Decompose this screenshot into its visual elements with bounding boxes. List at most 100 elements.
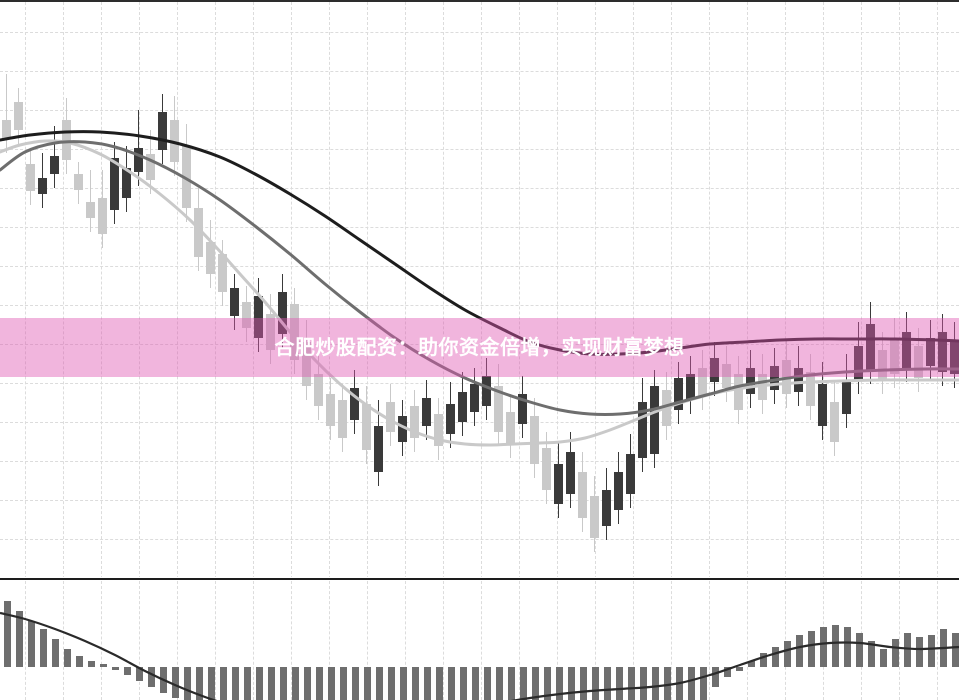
candlestick [818, 2, 827, 579]
macd-bar [316, 667, 323, 700]
candle-body [650, 386, 659, 454]
candlestick [290, 2, 299, 579]
macd-bar [28, 621, 35, 667]
candle-body [230, 288, 239, 316]
candle-body [866, 324, 875, 370]
candlestick [542, 2, 551, 579]
macd-bar [196, 667, 203, 700]
candlestick [482, 2, 491, 579]
candle-body [218, 254, 227, 292]
candle-body [302, 342, 311, 386]
macd-bar [472, 667, 479, 700]
candle-body [98, 198, 107, 234]
macd-bar [544, 667, 551, 700]
macd-bar [700, 667, 707, 700]
macd-bar [712, 667, 719, 687]
price-chart-panel[interactable] [0, 2, 959, 579]
macd-bar [292, 667, 299, 700]
candlestick [722, 2, 731, 579]
candle-body [950, 342, 959, 374]
macd-bar [856, 633, 863, 667]
candle-body [434, 414, 443, 446]
candlestick [74, 2, 83, 579]
candlestick [914, 2, 923, 579]
macd-bar [88, 661, 95, 667]
candle-body [770, 366, 779, 390]
macd-bar [220, 667, 227, 700]
macd-bar [724, 667, 731, 677]
candle-body [386, 402, 395, 432]
candle-body [542, 448, 551, 490]
macd-bar [892, 639, 899, 667]
macd-bar [748, 661, 755, 667]
candle-body [410, 406, 419, 438]
candlestick [506, 2, 515, 579]
candlestick [614, 2, 623, 579]
macd-bar [664, 667, 671, 700]
candle-body [878, 350, 887, 380]
candlestick [854, 2, 863, 579]
macd-bar [484, 667, 491, 700]
candle-body [290, 304, 299, 360]
candle-body [398, 416, 407, 442]
macd-bar [616, 667, 623, 700]
candle-body [626, 454, 635, 494]
candlestick [86, 2, 95, 579]
macd-bar [244, 667, 251, 700]
candlestick [38, 2, 47, 579]
candle-body [278, 292, 287, 334]
candle-body [314, 374, 323, 406]
candle-body [710, 358, 719, 382]
macd-bar [580, 667, 587, 700]
macd-indicator-panel[interactable] [0, 581, 959, 700]
macd-bar [364, 667, 371, 700]
candle-body [62, 120, 71, 160]
panel-divider [0, 577, 959, 581]
candle-body [266, 314, 275, 350]
macd-bar [628, 667, 635, 700]
candlestick [638, 2, 647, 579]
macd-bar [784, 641, 791, 667]
candlestick [434, 2, 443, 579]
candlestick [878, 2, 887, 579]
macd-bar [844, 627, 851, 667]
candlestick [374, 2, 383, 579]
candlestick [602, 2, 611, 579]
candle-body [854, 346, 863, 380]
macd-bar [100, 664, 107, 667]
candle-body [446, 404, 455, 434]
candlestick [902, 2, 911, 579]
candlestick [710, 2, 719, 579]
candle-body [26, 164, 35, 191]
ma-line-ma-short [0, 139, 959, 447]
macd-bar [604, 667, 611, 700]
candlestick [254, 2, 263, 579]
candle-body [506, 412, 515, 444]
macd-bar [16, 611, 23, 667]
macd-bar [760, 653, 767, 667]
candle-body [170, 120, 179, 162]
macd-bar [340, 667, 347, 700]
candlestick [938, 2, 947, 579]
candlestick [626, 2, 635, 579]
candlestick [650, 2, 659, 579]
candle-wick [90, 170, 91, 232]
macd-bar [184, 667, 191, 700]
candle-body [746, 368, 755, 394]
macd-bar [52, 639, 59, 667]
macd-bar [436, 667, 443, 700]
candlestick [50, 2, 59, 579]
candle-body [122, 168, 131, 198]
candlestick [158, 2, 167, 579]
candle-body [794, 368, 803, 392]
candle-body [254, 296, 263, 338]
macd-bar [916, 637, 923, 667]
candlestick [338, 2, 347, 579]
candle-body [566, 452, 575, 494]
candle-body [14, 102, 23, 130]
macd-bar [232, 667, 239, 700]
macd-bar [448, 667, 455, 700]
candlestick [170, 2, 179, 579]
candle-body [830, 402, 839, 442]
